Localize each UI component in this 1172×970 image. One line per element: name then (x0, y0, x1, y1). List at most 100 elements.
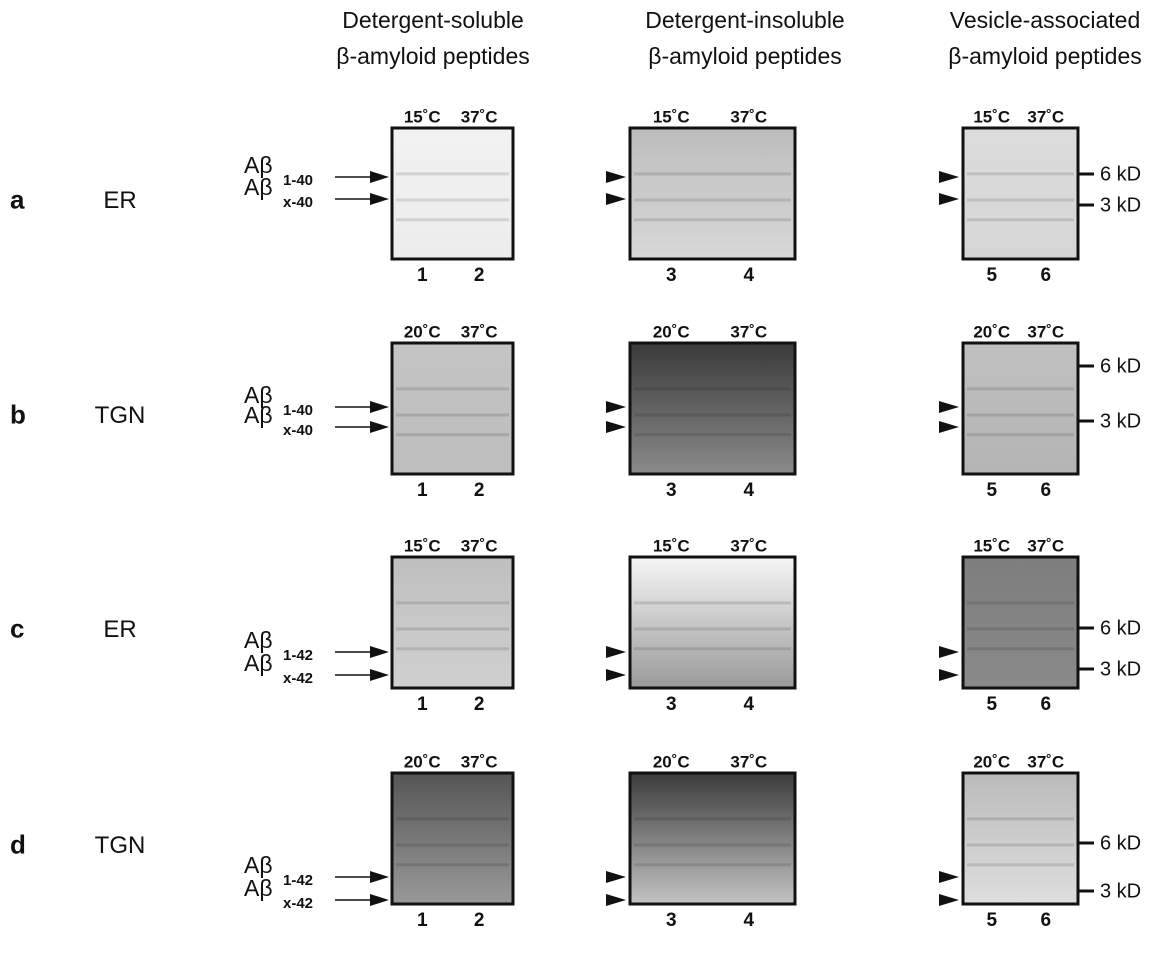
compartment: ER (103, 616, 136, 643)
arrowhead (939, 421, 959, 433)
size-marker: 3 kD (1100, 658, 1141, 680)
arrowhead (370, 646, 389, 658)
temperature: 37˚C (461, 322, 498, 341)
arrowhead (606, 401, 626, 413)
blot (630, 128, 795, 259)
page: {"columns": [ {"line1": "Detergent-solub… (0, 0, 1172, 965)
arrowhead (939, 669, 959, 681)
arrowhead (606, 171, 626, 183)
arrowhead (939, 646, 959, 658)
size-marker: 3 kD (1100, 880, 1141, 902)
size-marker: 6 kD (1100, 355, 1141, 377)
blot (963, 557, 1078, 688)
temperature: 20˚C (973, 322, 1010, 341)
temperature: 37˚C (730, 107, 767, 126)
column-header: β-amyloid peptides (648, 43, 842, 69)
blot (963, 128, 1078, 259)
temperature: 15˚C (973, 536, 1010, 555)
lane-number: 4 (744, 910, 755, 931)
temperature: 15˚C (404, 536, 441, 555)
lane-number: 1 (417, 265, 428, 286)
lane-number: 4 (744, 480, 755, 501)
temperature: 15˚C (653, 536, 690, 555)
lane-number: 5 (986, 480, 997, 501)
peptide-subscript: x-42 (283, 670, 313, 687)
row-letter: c (10, 613, 24, 643)
arrowhead (939, 894, 959, 906)
peptide-subscript: 1-40 (283, 172, 313, 189)
arrowhead (939, 871, 959, 883)
arrowhead (606, 669, 626, 681)
peptide-subscript: 1-42 (283, 647, 313, 664)
size-marker: 6 kD (1100, 163, 1141, 185)
lane-number: 4 (744, 694, 755, 715)
row-letter: d (10, 829, 26, 859)
compartment: TGN (95, 402, 146, 429)
size-marker: 3 kD (1100, 410, 1141, 432)
lane-number: 1 (417, 480, 428, 501)
temperature: 37˚C (1027, 536, 1064, 555)
column-header: β-amyloid peptides (336, 43, 530, 69)
arrowhead (606, 894, 626, 906)
row-letter: a (10, 184, 25, 214)
lane-number: 3 (666, 694, 677, 715)
compartment: TGN (95, 832, 146, 859)
temperature: 15˚C (653, 107, 690, 126)
lane-number: 2 (474, 265, 485, 286)
blot (630, 557, 795, 688)
temperature: 20˚C (404, 322, 441, 341)
blot (630, 343, 795, 474)
peptide-subscript: 1-42 (283, 872, 313, 889)
size-marker: 6 kD (1100, 832, 1141, 854)
peptide-subscript: x-40 (283, 422, 313, 439)
temperature: 20˚C (653, 322, 690, 341)
lane-number: 5 (986, 265, 997, 286)
peptide-label: Aβ (244, 174, 273, 200)
lane-number: 3 (666, 265, 677, 286)
temperature: 37˚C (730, 536, 767, 555)
temperature: 15˚C (973, 107, 1010, 126)
lane-number: 2 (474, 694, 485, 715)
arrowhead (606, 646, 626, 658)
blot (392, 557, 513, 688)
lane-number: 6 (1041, 910, 1052, 931)
lane-number: 3 (666, 910, 677, 931)
peptide-subscript: x-42 (283, 895, 313, 912)
size-marker: 6 kD (1100, 617, 1141, 639)
temperature: 37˚C (461, 752, 498, 771)
lane-number: 6 (1041, 694, 1052, 715)
size-marker: 3 kD (1100, 194, 1141, 216)
arrowhead (939, 193, 959, 205)
peptide-subscript: x-40 (283, 194, 313, 211)
blot (392, 773, 513, 904)
arrowhead (370, 894, 389, 906)
lane-number: 6 (1041, 265, 1052, 286)
lane-number: 4 (744, 265, 755, 286)
arrowhead (606, 421, 626, 433)
arrowhead (370, 401, 389, 413)
column-header: Detergent-soluble (342, 7, 524, 33)
blot (963, 773, 1078, 904)
lane-number: 3 (666, 480, 677, 501)
column-header: Vesicle-associated (950, 7, 1141, 33)
arrowhead (370, 421, 389, 433)
temperature: 20˚C (404, 752, 441, 771)
arrowhead (939, 401, 959, 413)
arrowhead (606, 193, 626, 205)
temperature: 37˚C (730, 752, 767, 771)
arrowhead (370, 193, 389, 205)
temperature: 15˚C (404, 107, 441, 126)
figure: Detergent-solubleβ-amyloid peptidesDeter… (0, 0, 1172, 965)
arrowhead (606, 871, 626, 883)
temperature: 37˚C (1027, 322, 1064, 341)
arrowhead (939, 171, 959, 183)
lane-number: 5 (986, 694, 997, 715)
blot (392, 128, 513, 259)
lane-number: 1 (417, 694, 428, 715)
lane-number: 5 (986, 910, 997, 931)
blot (392, 343, 513, 474)
temperature: 37˚C (1027, 107, 1064, 126)
arrowhead (370, 871, 389, 883)
column-header: β-amyloid peptides (948, 43, 1142, 69)
row-letter: b (10, 399, 26, 429)
